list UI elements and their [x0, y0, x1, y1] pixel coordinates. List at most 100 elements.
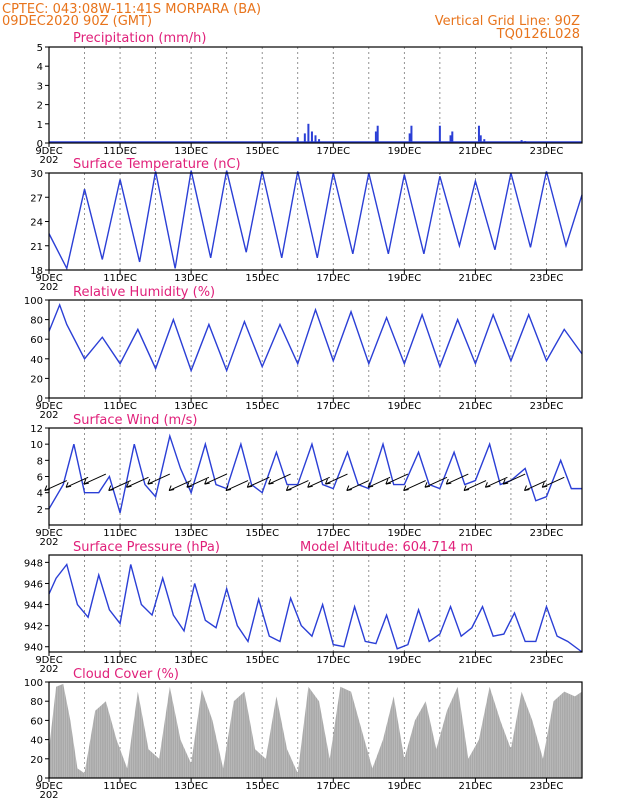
wind-vector-head — [108, 485, 114, 492]
y-tick-label: 0 — [37, 394, 43, 405]
series-line — [48, 562, 583, 653]
y-tick-label: 27 — [30, 193, 43, 204]
y-tick-label: 5 — [37, 43, 43, 54]
y-tick-label: 20 — [30, 755, 43, 766]
y-tick-label: 0 — [37, 139, 43, 150]
wind-vector — [502, 473, 526, 485]
panel-2: 0 20 40 60 80 100 9DEC 11DEC 13DEC 15DEC 17DEC 19DE… — [24, 285, 583, 421]
y-tick-label: 944 — [24, 601, 43, 612]
wind-vector — [307, 476, 330, 488]
wind-vector — [485, 476, 508, 488]
x-date-label: 11DEC — [103, 146, 137, 157]
panel-frame — [48, 46, 583, 144]
x-date-label: 21DEC — [459, 655, 493, 666]
x-date-label: 9DEC — [35, 401, 62, 412]
x-date-label: 11DEC — [103, 273, 137, 284]
wind-vector-head — [225, 485, 232, 492]
panel-title: Relative Humidity (%) — [73, 285, 215, 300]
wind-vector-head — [346, 485, 352, 492]
x-date-label: 11DEC — [103, 781, 137, 792]
x-date-label: 15DEC — [245, 273, 279, 284]
panel-annotation: Model Altitude: 604.714 m — [300, 540, 473, 555]
x-year-label: 202 — [39, 664, 58, 675]
precip-bar — [408, 133, 411, 143]
wind-vector-head — [285, 485, 292, 492]
wind-vector-head — [541, 482, 548, 488]
x-date-label: 9DEC — [35, 146, 62, 157]
wind-vector — [65, 476, 89, 488]
wind-vector-head — [83, 478, 89, 485]
x-year-label: 202 — [39, 537, 58, 548]
precip-bar — [376, 125, 379, 143]
panel-frame — [48, 299, 583, 399]
panel-frame — [48, 427, 583, 526]
x-date-label: 19DEC — [387, 273, 421, 284]
y-tick-label: 40 — [30, 355, 43, 366]
x-date-label: 11DEC — [103, 401, 137, 412]
y-tick-label: 12 — [30, 424, 43, 435]
precip-bar — [314, 135, 317, 143]
y-tick-label: 21 — [30, 242, 43, 253]
x-date-label: 21DEC — [459, 401, 493, 412]
y-tick-label: 8 — [37, 456, 43, 467]
wind-vector-head — [268, 478, 274, 485]
x-date-label: 15DEC — [245, 655, 279, 666]
wind-vector-head — [403, 485, 409, 492]
precip-bar — [483, 139, 486, 143]
wind-vector — [44, 480, 67, 491]
wind-vector — [126, 476, 149, 488]
panel-4: 940 942 944 946 948 9DEC 11DEC 13DEC 15DEC 17DEC 1… — [24, 540, 583, 675]
wind-vector-head — [65, 482, 72, 488]
y-tick-label: 942 — [24, 622, 43, 633]
x-date-label: 17DEC — [316, 655, 350, 666]
panel-0: 0 1 2 3 4 5 9DEC 11DEC 13DEC 15DEC 17DEC 19DEC 21DEC… — [35, 31, 583, 166]
x-date-label: 11DEC — [103, 655, 137, 666]
x-date-label: 11DEC — [103, 528, 137, 539]
x-date-label: 9DEC — [35, 781, 62, 792]
wind-vector-head — [186, 482, 192, 488]
x-date-label: 19DEC — [387, 528, 421, 539]
wind-vector — [286, 480, 309, 491]
y-tick-label: 0 — [37, 774, 43, 785]
x-date-label: 17DEC — [316, 273, 350, 284]
series-line — [48, 433, 582, 514]
precip-bar — [318, 139, 321, 143]
wind-vector — [225, 480, 249, 491]
y-tick-label: 60 — [30, 335, 43, 346]
wind-vector — [268, 473, 291, 485]
y-tick-label: 100 — [24, 296, 43, 307]
x-date-label: 13DEC — [174, 528, 208, 539]
precip-bar — [307, 123, 310, 143]
panel-title: Surface Wind (m/s) — [73, 413, 197, 428]
wind-vector-head — [246, 482, 253, 488]
wind-vector — [168, 480, 192, 491]
x-date-label: 19DEC — [387, 655, 421, 666]
panel-title: Surface Temperature (nC) — [73, 157, 241, 172]
panel-title: Cloud Cover (%) — [73, 667, 179, 682]
y-tick-label: 2 — [37, 505, 43, 516]
wind-vector-head — [147, 478, 153, 485]
wind-vector-head — [502, 478, 509, 485]
x-date-label: 13DEC — [174, 273, 208, 284]
panel-title: Surface Pressure (hPa) — [73, 540, 220, 555]
x-date-label: 23DEC — [530, 146, 564, 157]
y-tick-label: 3 — [37, 81, 43, 92]
x-date-label: 13DEC — [174, 401, 208, 412]
x-year-label: 202 — [39, 282, 58, 293]
x-year-label: 202 — [39, 155, 58, 166]
x-date-label: 21DEC — [459, 146, 493, 157]
x-date-label: 17DEC — [316, 781, 350, 792]
x-date-label: 21DEC — [459, 528, 493, 539]
y-tick-label: 30 — [30, 169, 43, 180]
x-date-label: 9DEC — [35, 528, 62, 539]
series-line — [48, 302, 583, 373]
wind-vector-head — [307, 482, 313, 488]
y-tick-label: 1 — [37, 120, 43, 131]
wind-vector-head — [204, 478, 210, 485]
wind-vector — [524, 480, 547, 491]
wind-vector — [542, 476, 565, 488]
wind-vector — [403, 480, 426, 491]
wind-vector-head — [325, 478, 331, 485]
wind-vector — [83, 473, 107, 485]
